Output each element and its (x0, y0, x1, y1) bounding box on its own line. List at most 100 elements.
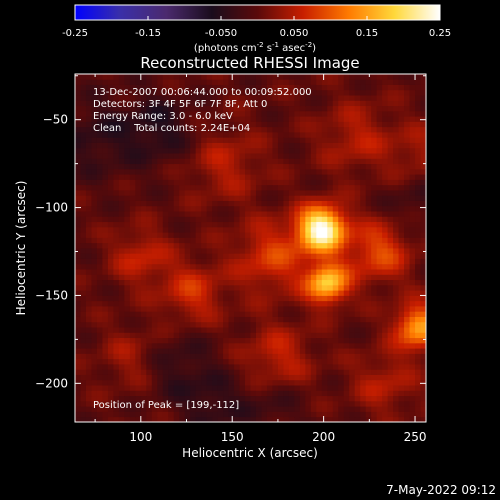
heatmap-cell (146, 358, 153, 365)
heatmap-cell (162, 184, 169, 191)
heatmap-cell (85, 211, 92, 217)
heatmap-cell (129, 400, 136, 407)
heatmap-cell (310, 205, 317, 212)
heatmap-cell (371, 200, 378, 207)
heatmap-cell (354, 242, 361, 249)
heatmap-cell (321, 95, 328, 101)
heatmap-cell (409, 337, 416, 344)
heatmap-cell (217, 89, 224, 96)
heatmap-cell (212, 395, 218, 402)
annotation-energy: Energy Range: 3.0 - 6.0 keV (93, 111, 233, 122)
heatmap-cell (360, 237, 367, 244)
heatmap-cell (250, 263, 257, 270)
heatmap-cell (272, 158, 279, 165)
heatmap-cell (151, 153, 158, 159)
heatmap-cell (212, 79, 218, 85)
heatmap-cell (195, 279, 202, 286)
heatmap-cell (157, 342, 164, 349)
heatmap-cell (201, 258, 208, 265)
heatmap-cell (376, 400, 383, 407)
heatmap-cell (179, 358, 186, 365)
heatmap-cell (146, 126, 153, 133)
heatmap-cell (354, 416, 361, 423)
heatmap-cell (349, 274, 356, 281)
heatmap-cell (96, 406, 103, 412)
heatmap-cell (195, 248, 202, 254)
heatmap-cell (299, 190, 306, 196)
heatmap-cell (387, 121, 394, 128)
heatmap-cell (239, 142, 246, 149)
heatmap-cell (393, 242, 399, 249)
heatmap-cell (245, 321, 251, 328)
heatmap-cell (135, 121, 142, 128)
heatmap-cell (338, 342, 345, 349)
heatmap-cell (387, 132, 394, 138)
heatmap-cell (184, 390, 191, 397)
heatmap-cell (184, 284, 191, 291)
heatmap-cell (107, 385, 114, 391)
heatmap-cell (223, 295, 229, 302)
heatmap-cell (266, 137, 273, 143)
heatmap-cell (107, 274, 114, 281)
heatmap-cell (91, 274, 98, 281)
heatmap-cell (365, 269, 372, 275)
heatmap-cell (398, 364, 405, 370)
heatmap-cell (261, 116, 268, 122)
heatmap-cell (228, 263, 235, 270)
heatmap-cell (283, 406, 290, 412)
heatmap-cell (195, 158, 202, 165)
heatmap-cell (190, 216, 197, 223)
heatmap-cell (140, 416, 147, 423)
heatmap-cell (393, 306, 399, 312)
heatmap-cell (80, 200, 87, 207)
heatmap-cell (272, 390, 279, 397)
heatmap-cell (146, 248, 153, 254)
heatmap-cell (404, 374, 410, 381)
heatmap-cell (239, 274, 246, 281)
heatmap-cell (162, 190, 169, 196)
heatmap-cell (250, 406, 257, 412)
heatmap-cell (371, 242, 378, 249)
heatmap-cell (184, 332, 191, 339)
heatmap-cell (179, 369, 186, 375)
heatmap-cell (382, 216, 389, 223)
heatmap-cell (212, 269, 218, 275)
heatmap-cell (387, 179, 394, 186)
heatmap-cell (420, 100, 427, 107)
heatmap-cell (277, 274, 284, 281)
heatmap-cell (354, 395, 361, 402)
heatmap-cell (250, 179, 257, 186)
heatmap-cell (234, 200, 240, 207)
heatmap-cell (360, 174, 367, 180)
heatmap-cell (349, 295, 356, 302)
heatmap-cell (168, 390, 175, 397)
heatmap-cell (146, 132, 153, 138)
heatmap-cell (179, 306, 186, 312)
heatmap-cell (135, 358, 142, 365)
heatmap-cell (85, 137, 92, 143)
heatmap-cell (310, 190, 317, 196)
heatmap-cell (107, 89, 114, 96)
heatmap-cell (157, 364, 164, 370)
heatmap-cell (245, 221, 251, 228)
heatmap-cell (261, 321, 268, 328)
heatmap-cell (91, 311, 98, 317)
heatmap-cell (376, 242, 383, 249)
heatmap-cell (162, 369, 169, 375)
heatmap-cell (294, 342, 301, 349)
heatmap-cell (151, 364, 158, 370)
heatmap-cell (371, 153, 378, 159)
heatmap-cell (338, 332, 345, 339)
heatmap-cell (409, 311, 416, 317)
heatmap-cell (338, 147, 345, 154)
heatmap-cell (327, 348, 334, 354)
heatmap-cell (404, 290, 410, 296)
heatmap-cell (162, 274, 169, 281)
heatmap-cell (184, 132, 191, 138)
heatmap-cell (107, 263, 114, 270)
heatmap-cell (212, 342, 218, 349)
heatmap-cell (217, 79, 224, 85)
heatmap-cell (135, 390, 142, 397)
heatmap-cell (157, 232, 164, 238)
heatmap-cell (245, 400, 251, 407)
